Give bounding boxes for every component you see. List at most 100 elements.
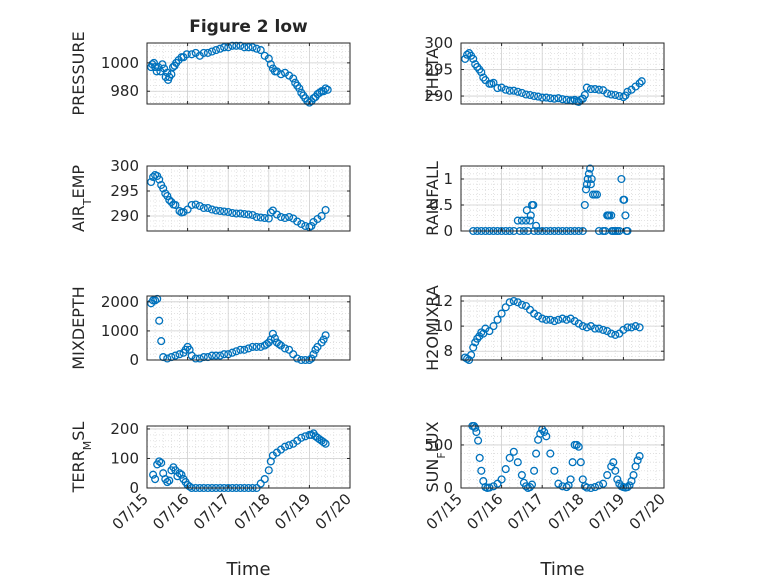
data-point xyxy=(155,316,164,325)
data-point xyxy=(262,339,271,349)
data-point xyxy=(463,50,472,59)
data-point xyxy=(554,479,563,488)
axes-box xyxy=(146,295,351,361)
data-point xyxy=(570,317,579,326)
data-point xyxy=(532,221,541,230)
data-point xyxy=(319,438,328,447)
data-point xyxy=(501,465,510,474)
data-point xyxy=(471,423,480,432)
data-point xyxy=(538,314,547,323)
data-point xyxy=(155,175,164,184)
data-point xyxy=(179,207,188,217)
data-point xyxy=(321,84,330,93)
data-point xyxy=(161,189,170,198)
axes-box xyxy=(146,42,351,105)
data-point xyxy=(513,298,522,307)
data-point xyxy=(216,44,225,53)
data-point xyxy=(517,216,526,225)
data-point xyxy=(472,427,481,437)
data-point xyxy=(607,462,616,471)
data-point xyxy=(611,90,620,100)
data-point xyxy=(228,41,237,50)
data-point xyxy=(617,174,626,184)
data-point xyxy=(526,211,535,220)
data-point xyxy=(199,203,208,213)
data-point xyxy=(625,481,634,490)
axes-box xyxy=(460,295,665,361)
data-point xyxy=(264,466,273,475)
y-axis-label: MIXDEPTH xyxy=(69,286,88,369)
data-point xyxy=(497,83,506,92)
data-point xyxy=(240,209,249,219)
data-point xyxy=(307,221,316,231)
data-point xyxy=(240,345,249,354)
data-point xyxy=(240,43,249,52)
data-point xyxy=(157,337,166,346)
data-point xyxy=(280,344,290,353)
data-point xyxy=(236,209,245,218)
data-point xyxy=(546,94,555,103)
data-point xyxy=(542,432,551,441)
y-tick-label: 0 xyxy=(443,222,453,240)
data-point xyxy=(232,347,241,356)
axes-box xyxy=(146,165,351,232)
data-point xyxy=(203,203,212,213)
data-point xyxy=(175,206,184,216)
data-point xyxy=(613,475,622,484)
data-point xyxy=(183,205,192,214)
y-tick-label: 1000 xyxy=(101,54,139,72)
data-point xyxy=(509,447,518,456)
data-point xyxy=(505,86,514,95)
data-point xyxy=(321,331,330,340)
data-point xyxy=(501,85,510,94)
data-point xyxy=(574,442,583,451)
data-point xyxy=(509,296,518,306)
data-point xyxy=(497,309,506,318)
data-point xyxy=(627,323,636,332)
data-point xyxy=(578,322,587,331)
data-point xyxy=(163,191,172,201)
data-point xyxy=(297,433,306,442)
data-point xyxy=(623,323,632,332)
data-point xyxy=(276,212,286,222)
data-point xyxy=(199,48,208,57)
y-axis-label: TERRMSL xyxy=(69,422,94,494)
y-tick-label: 12 xyxy=(434,292,453,310)
subplot-pressure: 980 1000 PRESSURE Figure 2 low xyxy=(69,17,351,116)
data-point xyxy=(151,475,160,484)
y-axis-label: PRESSURE xyxy=(69,31,88,115)
data-point xyxy=(280,213,290,223)
data-point xyxy=(586,180,595,189)
data-point xyxy=(530,91,539,101)
data-point xyxy=(581,185,591,194)
data-point xyxy=(599,479,608,488)
data-point xyxy=(149,58,158,67)
data-point xyxy=(228,348,237,357)
data-point xyxy=(191,200,200,209)
data-point xyxy=(266,60,275,69)
y-tick-label: 200 xyxy=(110,420,139,438)
data-point xyxy=(587,174,596,184)
data-point xyxy=(152,67,161,76)
data-point xyxy=(619,325,628,334)
y-tick-label: 8 xyxy=(443,342,453,360)
data-point xyxy=(252,44,261,53)
y-tick-label: 290 xyxy=(110,207,139,225)
data-point xyxy=(224,207,233,217)
data-point xyxy=(558,95,567,104)
data-point xyxy=(590,85,600,94)
data-point xyxy=(195,354,204,363)
data-point xyxy=(576,458,585,467)
data-point xyxy=(323,85,332,94)
data-point xyxy=(505,298,514,307)
data-point xyxy=(171,200,180,210)
data-point xyxy=(509,86,518,95)
data-point xyxy=(607,329,616,338)
y-tick-label: 0 xyxy=(129,351,139,369)
data-point xyxy=(623,87,632,96)
data-point xyxy=(582,83,591,92)
data-point xyxy=(489,322,498,331)
